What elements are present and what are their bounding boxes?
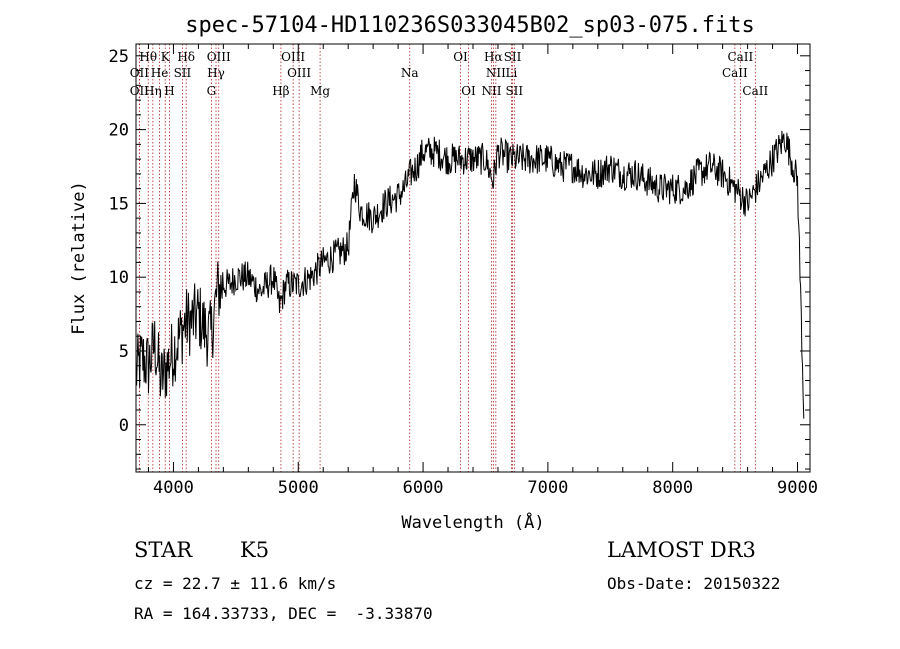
spectral-line-label: Hβ: [272, 84, 289, 98]
spectral-line-label: He: [151, 66, 169, 80]
y-tick-label: 20: [109, 121, 129, 141]
spectral-line-label: Na: [401, 66, 419, 80]
spectral-line-label: OIII: [287, 66, 311, 80]
x-tick-label: 4000: [153, 478, 194, 498]
spectral-line-label: NII: [486, 66, 506, 80]
spectral-line-label: Hθ: [139, 50, 157, 64]
spectral-line-label: Hη: [144, 84, 162, 98]
observation-date: Obs-Date: 20150322: [607, 574, 781, 593]
y-tick-label: 5: [119, 342, 129, 362]
x-tick-label: 9000: [777, 478, 818, 498]
spectral-line-label: OIII: [207, 50, 231, 64]
object-class: STAR: [134, 538, 193, 562]
chart-title: spec-57104-HD110236S033045B02_sp03-075.f…: [185, 13, 755, 38]
spectral-line-label: CaII: [722, 66, 748, 80]
x-tick-label: 8000: [652, 478, 693, 498]
spectral-line-label: OI: [461, 84, 476, 98]
spectral-line-label: Hγ: [207, 66, 225, 80]
spectrum-series-line: [135, 130, 805, 419]
spectral-line-label: SII: [504, 50, 522, 64]
spectral-line-markers: [138, 44, 756, 472]
y-tick-label: 25: [109, 47, 129, 67]
spectral-line-label: OII: [130, 66, 150, 80]
spectral-line-label: OI: [453, 50, 468, 64]
y-tick-label: 15: [109, 194, 129, 214]
spectral-line-label: Hα: [484, 50, 503, 64]
spectral-line-label: Mg: [310, 84, 330, 98]
x-tick-label: 6000: [403, 478, 444, 498]
spectral-line-label: CaII: [742, 84, 768, 98]
spectral-line-label: CaII: [727, 50, 753, 64]
spectral-line-label: OII: [130, 84, 150, 98]
spectral-line-label: OIII: [281, 50, 305, 64]
spectral-line-label: K: [161, 50, 171, 64]
spectral-line-label: Hδ: [177, 50, 195, 64]
spectral-line-label: G: [207, 84, 217, 98]
x-tick-label: 5000: [278, 478, 319, 498]
spectral-line-label: NII: [481, 84, 501, 98]
coordinates: RA = 164.33733, DEC = -3.33870: [134, 604, 433, 623]
survey-name: LAMOST DR3: [607, 538, 756, 562]
spectral-line-label: SII: [174, 66, 192, 80]
axis-ticks: 4000 5000 6000 7000 8000 9000 0 5 10 15 20 25: [109, 44, 818, 498]
spectral-line-label: H: [164, 84, 174, 98]
spectral-line-label: Li: [506, 66, 518, 80]
plot-frame: [135, 43, 811, 473]
y-axis-label: Flux (relative): [69, 181, 89, 335]
y-tick-label: 10: [109, 268, 129, 288]
spectrum-chart: spec-57104-HD110236S033045B02_sp03-075.f…: [69, 13, 818, 533]
redshift-value: cz = 22.7 ± 11.6 km/s: [134, 574, 337, 593]
x-tick-label: 7000: [527, 478, 568, 498]
x-axis-label: Wavelength (Å): [401, 511, 544, 533]
spectral-line-label: SII: [505, 84, 523, 98]
y-tick-label: 0: [119, 416, 129, 436]
object-subclass: K5: [240, 538, 270, 562]
